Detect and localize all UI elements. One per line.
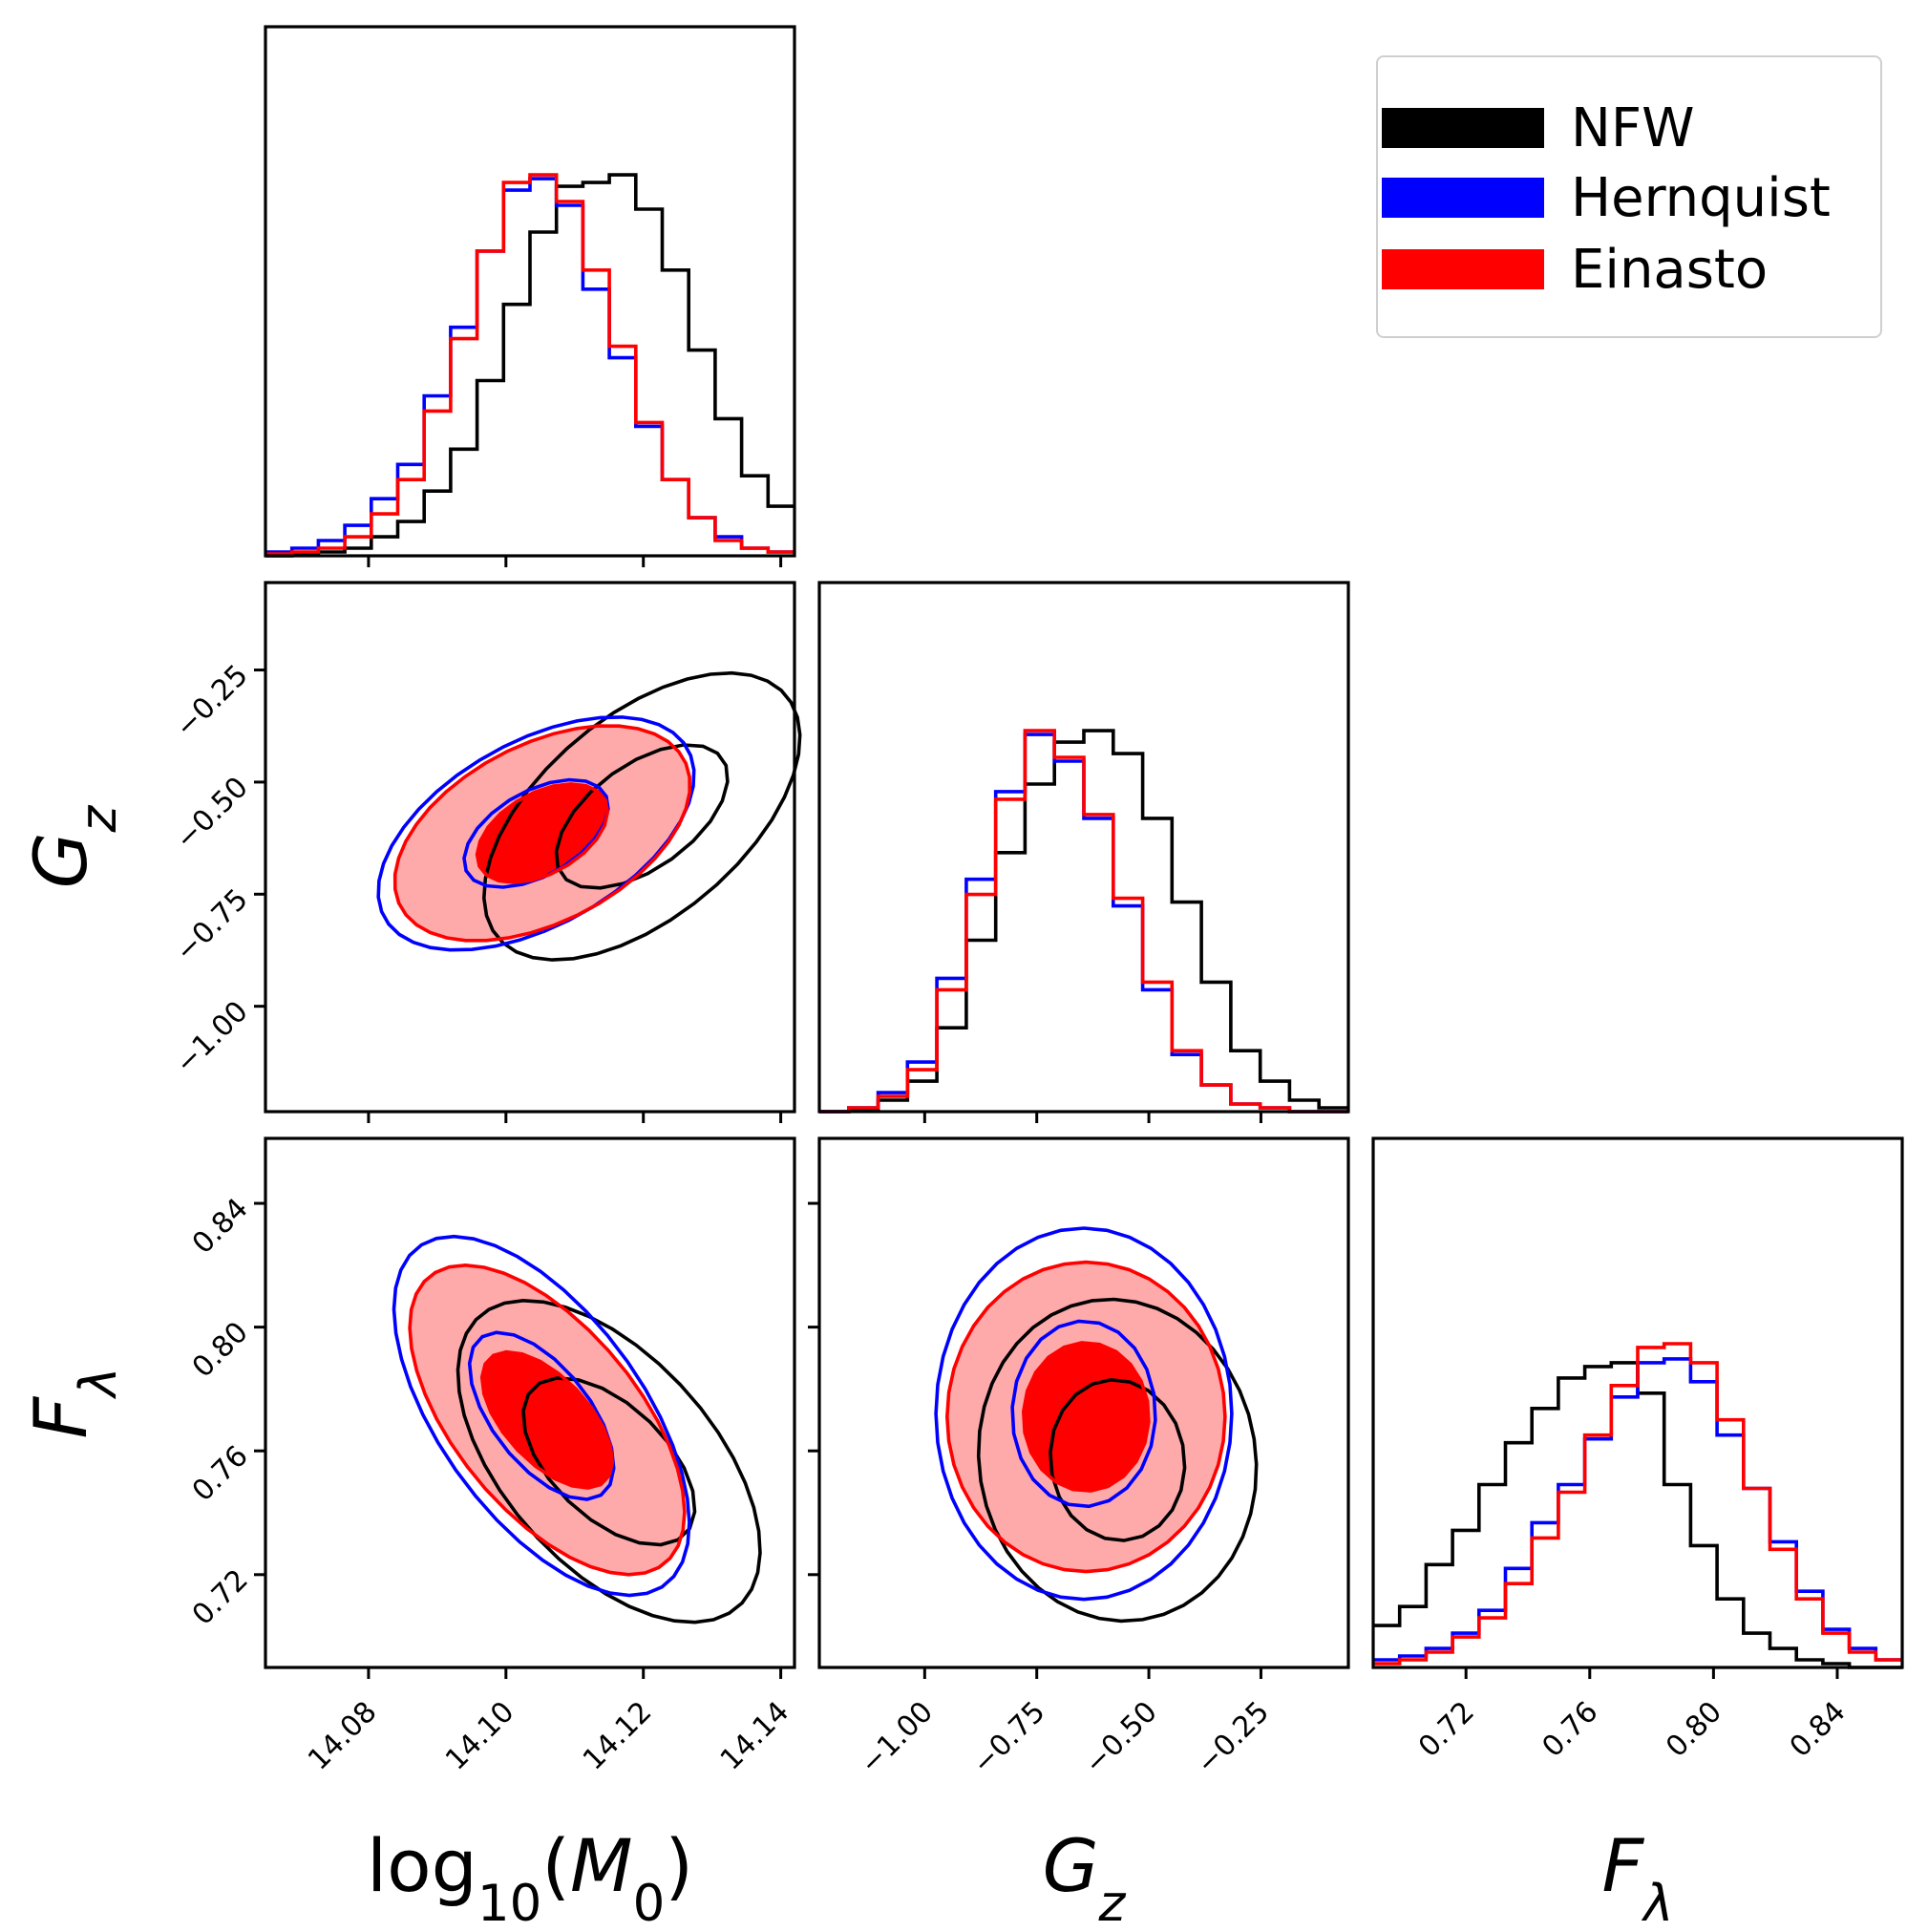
- x-tick-label-log10m0-0: 14.08: [302, 1695, 383, 1776]
- x-tick-label-log10m0-2: 14.12: [577, 1695, 658, 1776]
- legend-label-hernquist: Hernquist: [1571, 166, 1831, 229]
- legend-swatch-einasto: [1382, 249, 1544, 289]
- y-tick-label-gz-0: −1.00: [169, 995, 255, 1081]
- x-tick-label-gz-3: −0.25: [1190, 1695, 1276, 1781]
- x-axis-label-flambda: Fλ: [1601, 1823, 1673, 1932]
- y-tick-label-flambda-3: 0.84: [186, 1192, 255, 1261]
- y-tick-label-gz-1: −0.75: [169, 882, 255, 968]
- y-axis-label-gz: Gz: [18, 804, 128, 888]
- legend-item-nfw: NFW: [1382, 94, 1694, 162]
- x-axis-label-log10-m0: log10(M0): [367, 1823, 693, 1932]
- contour-outer-nfw-gz_flam: [976, 1297, 1259, 1624]
- filled-contours-layer: [394, 726, 1225, 1575]
- panel-frame-r1c1: [817, 581, 1350, 1114]
- legend-item-einasto: Einasto: [1382, 235, 1768, 304]
- contour-fill-inner-einasto-m0_flam: [483, 1353, 611, 1487]
- axes-layer: [254, 25, 1904, 1679]
- y-tick-label-flambda-1: 0.76: [186, 1439, 255, 1508]
- legend-label-einasto: Einasto: [1571, 238, 1769, 301]
- y-axis-label-flambda: Fλ: [18, 1367, 128, 1438]
- hist-einasto-gz: [819, 729, 1348, 1114]
- x-tick-label-log10m0-3: 14.14: [714, 1695, 795, 1776]
- y-tick-label-flambda-0: 0.72: [186, 1563, 255, 1632]
- panel-frame-r1c0: [264, 581, 796, 1114]
- contour-inner-einasto-m0_flam: [479, 1349, 615, 1490]
- contour-inner-nfw-gz_flam: [1049, 1377, 1187, 1542]
- x-tick-label-gz-2: −0.50: [1078, 1695, 1164, 1781]
- x-tick-label-gz-0: −1.00: [854, 1695, 940, 1781]
- legend-swatch-nfw: [1382, 108, 1544, 148]
- contour-inner-hernquist-gz_flam: [1010, 1319, 1157, 1509]
- x-tick-label-log10m0-1: 14.10: [439, 1695, 520, 1776]
- x-tick-label-flambda-3: 0.84: [1784, 1695, 1853, 1764]
- panel-frame-r2c2: [1371, 1136, 1904, 1669]
- contour-outer-hernquist-gz_flam: [934, 1226, 1234, 1602]
- contour-inner-nfw-m0_gz: [554, 743, 730, 890]
- legend: NFW Hernquist Einasto: [1376, 55, 1882, 338]
- contour-outer-einasto-gz_flam: [944, 1260, 1227, 1574]
- hist-nfw-log10m0: [265, 173, 795, 558]
- contour-outer-einasto-m0_flam: [408, 1263, 687, 1577]
- hist-einasto-flambda: [1373, 1342, 1902, 1666]
- y-tick-label-gz-3: −0.25: [169, 659, 255, 745]
- x-tick-label-flambda-1: 0.76: [1536, 1695, 1604, 1764]
- contour-inner-einasto-m0_gz: [475, 782, 610, 884]
- hist-einasto-log10m0: [265, 173, 795, 556]
- panel-frame-r2c0: [264, 1136, 796, 1669]
- contour-outer-einasto-m0_gz: [392, 724, 692, 943]
- contour-inner-einasto-gz_flam: [1021, 1341, 1151, 1493]
- contour-outer-hernquist-m0_flam: [392, 1234, 691, 1598]
- line-marks-layer: [265, 173, 1902, 1669]
- legend-item-hernquist: Hernquist: [1382, 163, 1831, 232]
- labels-layer: 14.08 14.10 14.12 14.14 −1.00 −0.75 −0.50 −0.25…: [18, 659, 1853, 1932]
- y-tick-label-gz-2: −0.50: [169, 771, 255, 857]
- panel-frame-r0c0: [264, 25, 796, 558]
- x-tick-label-flambda-0: 0.72: [1412, 1695, 1481, 1764]
- legend-swatch-hernquist: [1382, 178, 1544, 218]
- x-tick-label-flambda-2: 0.80: [1660, 1695, 1728, 1764]
- x-axis-label-gz: Gz: [1043, 1823, 1127, 1932]
- y-tick-label-flambda-2: 0.80: [186, 1316, 255, 1385]
- legend-label-nfw: NFW: [1571, 96, 1695, 159]
- x-tick-label-gz-1: −0.75: [966, 1695, 1052, 1781]
- panel-frame-r2c1: [817, 1136, 1350, 1669]
